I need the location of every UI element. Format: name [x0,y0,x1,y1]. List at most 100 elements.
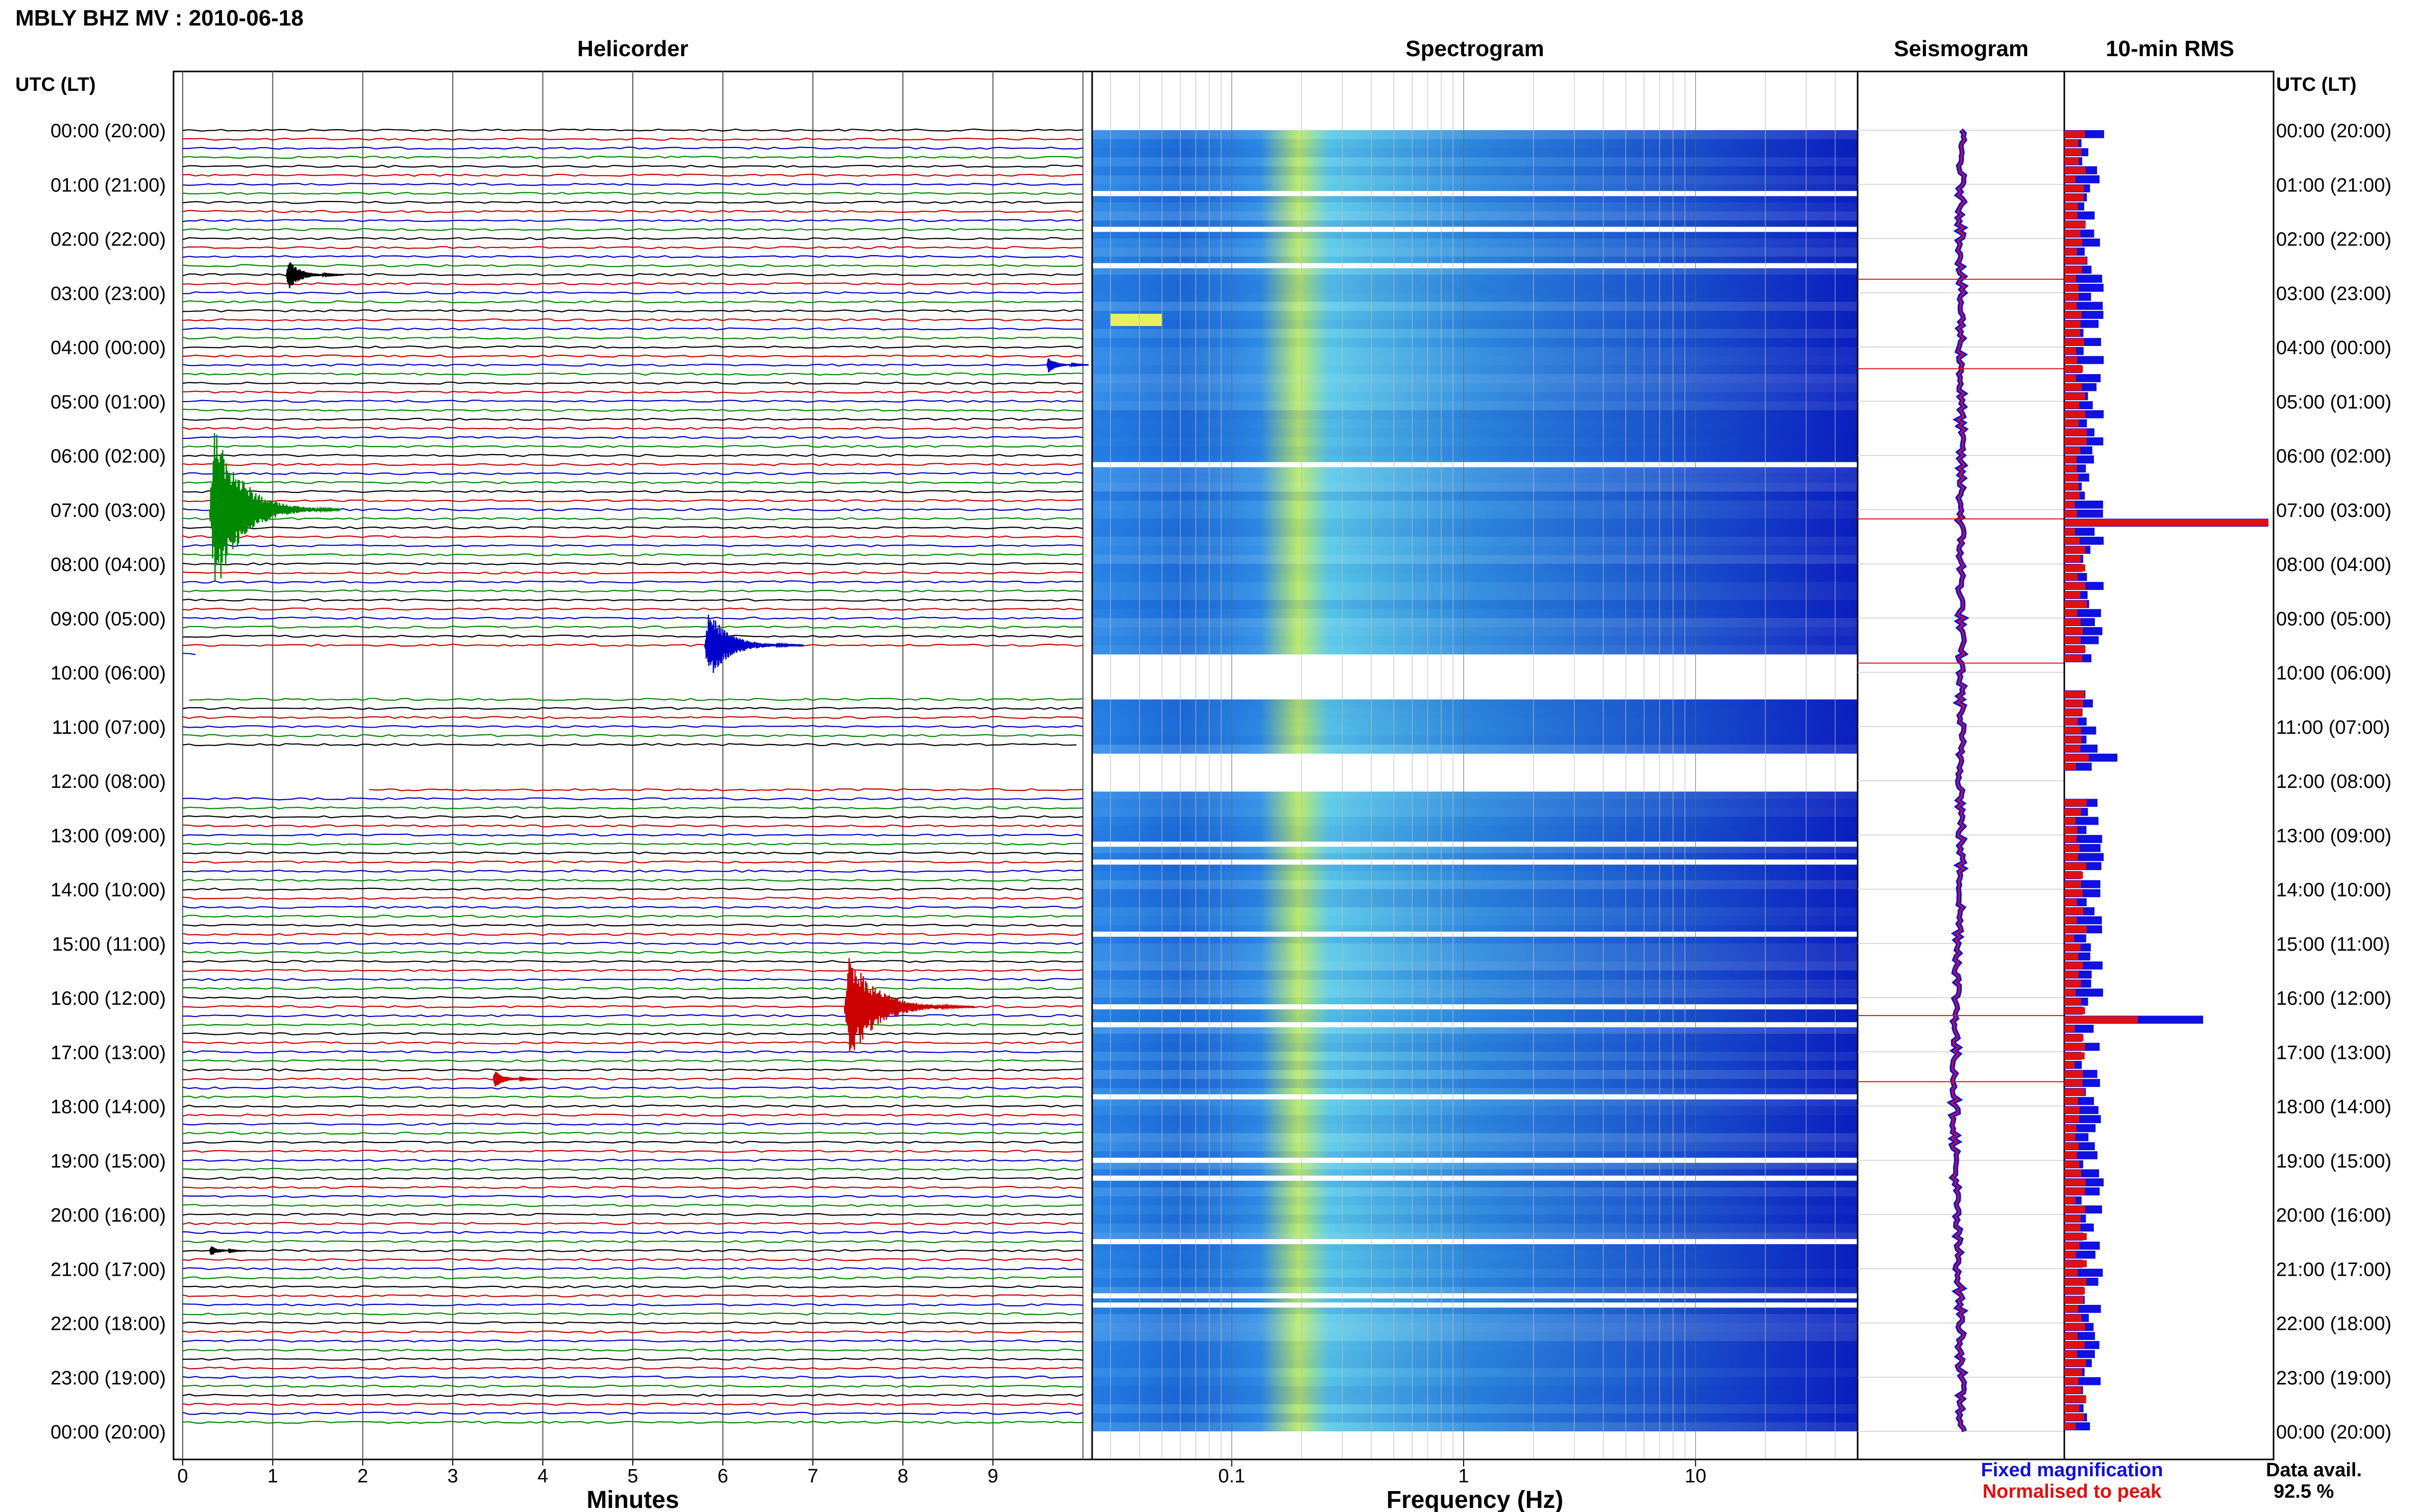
spectrogram-row [1092,1142,1858,1152]
helicorder-trace [182,1095,1083,1099]
rms-bar-normalised [2064,907,2084,915]
rms-bar-normalised [2064,158,2079,165]
rms-bar-normalised [2064,275,2076,283]
rms-bar-normalised [2064,853,2078,861]
spectrogram-row [1092,1079,1858,1088]
spectrogram-row [1092,536,1858,546]
helicorder-trace [182,1122,1083,1126]
helicorder-trace [182,897,1083,900]
helicorder-trace [182,1375,1083,1379]
spectrogram-row [1092,699,1858,709]
spectrogram-row [1092,1341,1858,1350]
rms-bar-normalised [2064,1341,2085,1349]
spectrogram-row [1092,1259,1858,1269]
rms-bar-normalised [2064,1251,2076,1258]
rms-bar-normalised [2064,1052,2085,1059]
rms-bar-normalised [2064,365,2083,373]
helicorder-trace [182,164,1083,168]
rms-bar-normalised [2064,700,2083,707]
y-tick-label: 21:00 (17:00) [51,1259,166,1280]
helicorder-trace [182,246,1083,250]
helicorder-trace [182,905,1083,909]
x-tick-label: 1 [267,1466,278,1487]
helicorder-trace [182,183,1083,186]
helicorder-trace [182,1402,1083,1406]
helicorder-event [844,958,975,1053]
spectrogram-x-axis: 0.1 1 10 [1218,1459,1707,1487]
helicorder-trace [182,1384,1083,1388]
rms-bar-normalised [2064,1206,2085,1213]
rms-bar-normalised [2064,166,2086,174]
helicorder-trace [182,1149,1083,1153]
spectrogram-row [1092,907,1858,916]
rms-bar-normalised [2064,899,2077,906]
helicorder-trace [189,698,1083,701]
helicorder-trace [182,996,1083,1000]
y-tick-label: 16:00 (12:00) [51,988,166,1009]
spectrogram-row [1092,1368,1858,1377]
y-tick-label: 08:00 (04:00) [51,554,166,576]
helicorder-trace [182,417,1083,421]
y-tick-label: 15:00 (11:00) [52,934,166,955]
helicorder-trace [182,155,1083,159]
x-tick-label: 3 [448,1466,458,1487]
rms-bar-normalised [2064,799,2087,807]
helicorder-trace [182,1086,1083,1090]
rms-bar-normalised [2064,1278,2087,1285]
rms-bar-normalised [2064,1323,2085,1331]
spectrogram-row [1092,600,1858,609]
y-tick-label: 06:00 (02:00) [51,446,166,467]
helicorder-trace [182,354,1083,358]
x-tick-label: 6 [718,1466,728,1487]
spectrogram-row [1092,473,1858,483]
helicorder-trace [182,146,1083,150]
spectrogram-row [1092,392,1858,402]
spectrogram-row [1092,1133,1858,1143]
rms-bar-normalised [2064,465,2077,472]
rms-bar-normalised [2064,402,2080,409]
x-tick-label: 7 [807,1466,818,1487]
rms-bar-normalised [2064,646,2086,653]
spectrogram-row [1092,555,1858,564]
spectrogram-row [1092,1359,1858,1369]
helicorder-trace [183,1168,1083,1171]
spectrogram-row [1092,302,1858,311]
spectrogram-row [1092,356,1858,365]
y-tick-label: 09:00 (05:00) [2276,608,2391,630]
x-tick-label: 8 [898,1466,908,1487]
helicorder-trace [182,932,1083,936]
helicorder-trace [182,1258,1083,1261]
rms-bar-normalised [2064,1377,2079,1385]
helicorder-trace [182,1330,1083,1334]
rms-bar-normalised [2064,754,2089,761]
y-tick-label: 04:00 (00:00) [2276,337,2391,359]
spectrogram-feature [1110,313,1162,326]
spectrogram-row [1092,509,1858,519]
helicorder-trace [182,1303,1083,1307]
helicorder-panel [172,70,1093,1460]
helicorder-x-axis: 0 1 2 3 4 5 6 7 8 9 [177,1459,998,1487]
spectrogram-gap-line [1092,1239,1858,1245]
rms-bar-normalised [2064,528,2076,535]
rms-bar-normalised [2064,429,2087,436]
helicorder-trace [182,1276,1083,1280]
y-tick-label: 04:00 (00:00) [51,337,166,359]
helicorder-trace [182,218,1083,222]
rms-bar-normalised [2064,573,2078,581]
spectrogram-row [1092,564,1858,573]
y-tick-label: 13:00 (09:00) [51,825,166,847]
spectrogram-row [1092,374,1858,383]
rms-bar-normalised [2064,1332,2078,1340]
helicorder-trace [182,499,1083,503]
spectrogram-row [1092,546,1858,555]
helicorder-trace [182,1113,1083,1117]
rms-bar-normalised [2064,1314,2082,1322]
rms-bar-normalised [2064,1224,2081,1231]
y-tick-label: 07:00 (03:00) [2276,500,2391,522]
rms-bar-normalised [2064,501,2075,508]
rms-bar-normalised [2064,1269,2078,1276]
y-axis-labels-left: 00:00 (20:00) 01:00 (21:00) 02:00 (22:00) 0… [51,120,166,1443]
spectrogram-gap-line [1092,191,1858,196]
y-tick-label: 18:00 (14:00) [2276,1097,2391,1118]
utc-label-left: UTC (LT) [15,74,96,95]
